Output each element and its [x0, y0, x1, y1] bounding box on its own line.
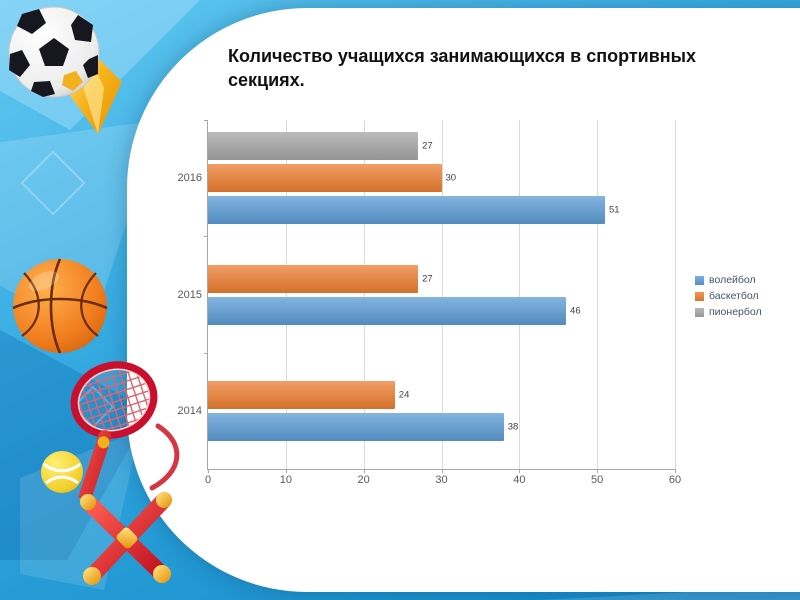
gridline	[597, 120, 599, 469]
bar-value-label: 46	[570, 305, 581, 316]
bar-волейбол-2014	[208, 412, 504, 441]
legend-label: баскетбол	[709, 290, 759, 302]
bar-value-label: 27	[422, 140, 433, 152]
plot-area: 0 10 20 30 40 50 60 2016 27 30 51 2015 27 46 2014 24 38	[178, 120, 681, 486]
x-axis-tick-label: 60	[668, 474, 682, 486]
legend-label: волейбол	[709, 274, 756, 286]
x-axis-tick-label: 10	[279, 474, 292, 486]
x-axis-tick-label: 40	[513, 474, 526, 486]
x-axis-tick	[675, 469, 676, 473]
x-axis-tick	[285, 469, 287, 473]
x-axis-tick	[597, 469, 599, 473]
chart-legend: волейбол баскетбол пионербол	[695, 274, 762, 322]
legend-swatch	[695, 291, 704, 301]
bar-value-label: 38	[507, 421, 519, 433]
x-axis-tick-label: 30	[435, 474, 448, 486]
tennis-racket-icon	[41, 356, 180, 498]
y-axis-category-label: 2015	[177, 288, 202, 301]
basketball-icon	[12, 258, 108, 354]
bar-волейбол-2015	[208, 296, 567, 325]
bar-value-label: 51	[608, 204, 620, 216]
x-axis-tick-label: 0	[204, 474, 212, 486]
y-axis-category-label: 2016	[177, 172, 202, 185]
x-axis-tick	[519, 469, 521, 473]
legend-label: пионербол	[709, 306, 762, 318]
gridline	[285, 120, 287, 469]
y-axis-tick	[204, 352, 208, 354]
bar-баскетбол-2015	[208, 264, 419, 293]
legend-swatch	[695, 307, 704, 317]
x-axis-tick-label: 20	[357, 474, 370, 486]
bar-value-label: 30	[445, 172, 457, 184]
slide-title: Количество учащихся занимающихся в спорт…	[228, 46, 697, 91]
y-axis-tick	[204, 236, 208, 238]
x-axis-tick-label: 50	[591, 474, 604, 486]
soccer-ball-icon	[8, 6, 122, 134]
bar-value-label: 27	[422, 273, 433, 284]
legend-item-баскетбол: баскетбол	[695, 290, 762, 302]
bar-value-label: 24	[398, 389, 410, 401]
gridline	[519, 120, 521, 469]
bar-пионербол-2016	[208, 132, 419, 161]
legend-swatch	[695, 275, 704, 285]
bar-баскетбол-2014	[208, 380, 395, 409]
legend-item-пионербол: пионербол	[695, 306, 762, 318]
y-axis-tick	[204, 120, 208, 121]
bar-баскетбол-2016	[208, 164, 442, 193]
gridline	[675, 120, 676, 469]
legend-item-волейбол: волейбол	[695, 274, 762, 286]
bar-волейбол-2016	[208, 196, 605, 225]
x-axis-tick	[363, 469, 365, 473]
x-axis-tick	[208, 469, 209, 473]
gridline	[363, 120, 365, 469]
x-axis-tick	[441, 469, 443, 473]
y-axis-category-label: 2014	[177, 404, 202, 417]
dumbbells-icon	[80, 492, 172, 585]
gridline	[441, 120, 443, 469]
